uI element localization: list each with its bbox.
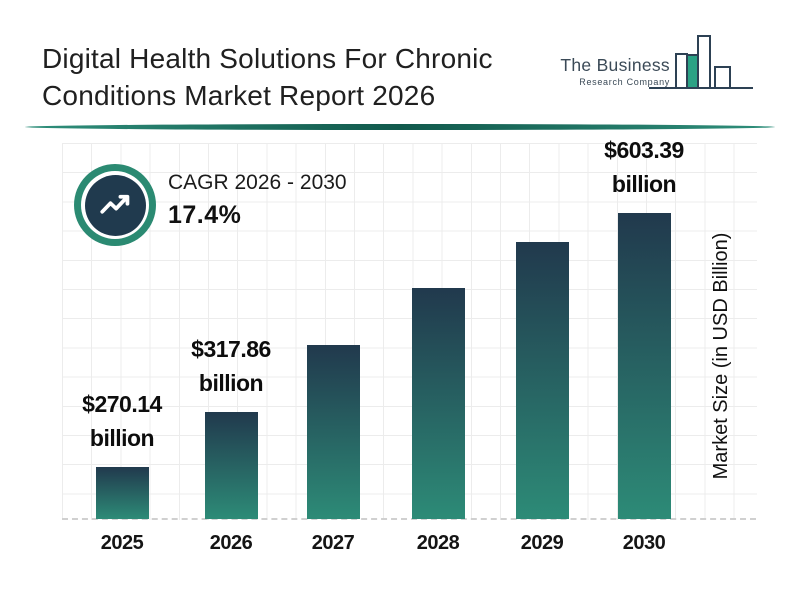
y-axis-label: Market Size (in USD Billion) <box>710 232 732 480</box>
value-label-unit: billion <box>611 171 677 197</box>
x-tick-2029: 2029 <box>520 532 564 554</box>
chart-baseline <box>62 518 756 520</box>
x-tick-2025: 2025 <box>100 532 144 554</box>
x-tick-2028: 2028 <box>416 532 460 554</box>
value-label-amount: $270.14 <box>82 391 162 417</box>
value-label-unit: billion <box>198 370 264 396</box>
company-logo-text: The Business Research Company <box>530 55 670 87</box>
page-title-line2: Conditions Market Report 2026 <box>42 80 436 111</box>
logo-subname: Research Company <box>579 77 670 87</box>
trending-up-icon-core <box>84 174 146 236</box>
value-label-amount: $317.86 <box>191 336 271 362</box>
bar-2025 <box>95 467 149 519</box>
bar-2026 <box>204 412 258 519</box>
cagr-value: 17.4% <box>168 201 242 229</box>
page-title-line1: Digital Health Solutions For Chronic <box>42 43 493 74</box>
page-title: Digital Health Solutions For Chronic Con… <box>42 40 493 114</box>
x-tick-2027: 2027 <box>311 532 355 554</box>
trending-up-icon-ring <box>81 171 149 239</box>
cagr-label: CAGR 2026 - 2030 <box>168 171 347 194</box>
trending-up-arrow <box>100 194 130 214</box>
value-label-unit: billion <box>89 425 155 451</box>
bar-2029 <box>515 242 569 519</box>
value-label-2030: $603.39 billion <box>564 133 724 201</box>
x-tick-2030: 2030 <box>622 532 666 554</box>
divider <box>25 124 775 130</box>
value-label-amount: $603.39 <box>604 137 684 163</box>
trending-up-icon <box>74 164 156 246</box>
bar-2027 <box>306 345 360 519</box>
x-tick-2026: 2026 <box>209 532 253 554</box>
logo-name: The Business <box>560 55 670 75</box>
bar-chart-logo-icon <box>649 35 753 89</box>
bar-2028 <box>411 288 465 519</box>
value-label-2025: $270.14 billion <box>42 387 202 455</box>
value-label-2026: $317.86 billion <box>151 332 311 400</box>
bar-2030 <box>617 213 671 519</box>
